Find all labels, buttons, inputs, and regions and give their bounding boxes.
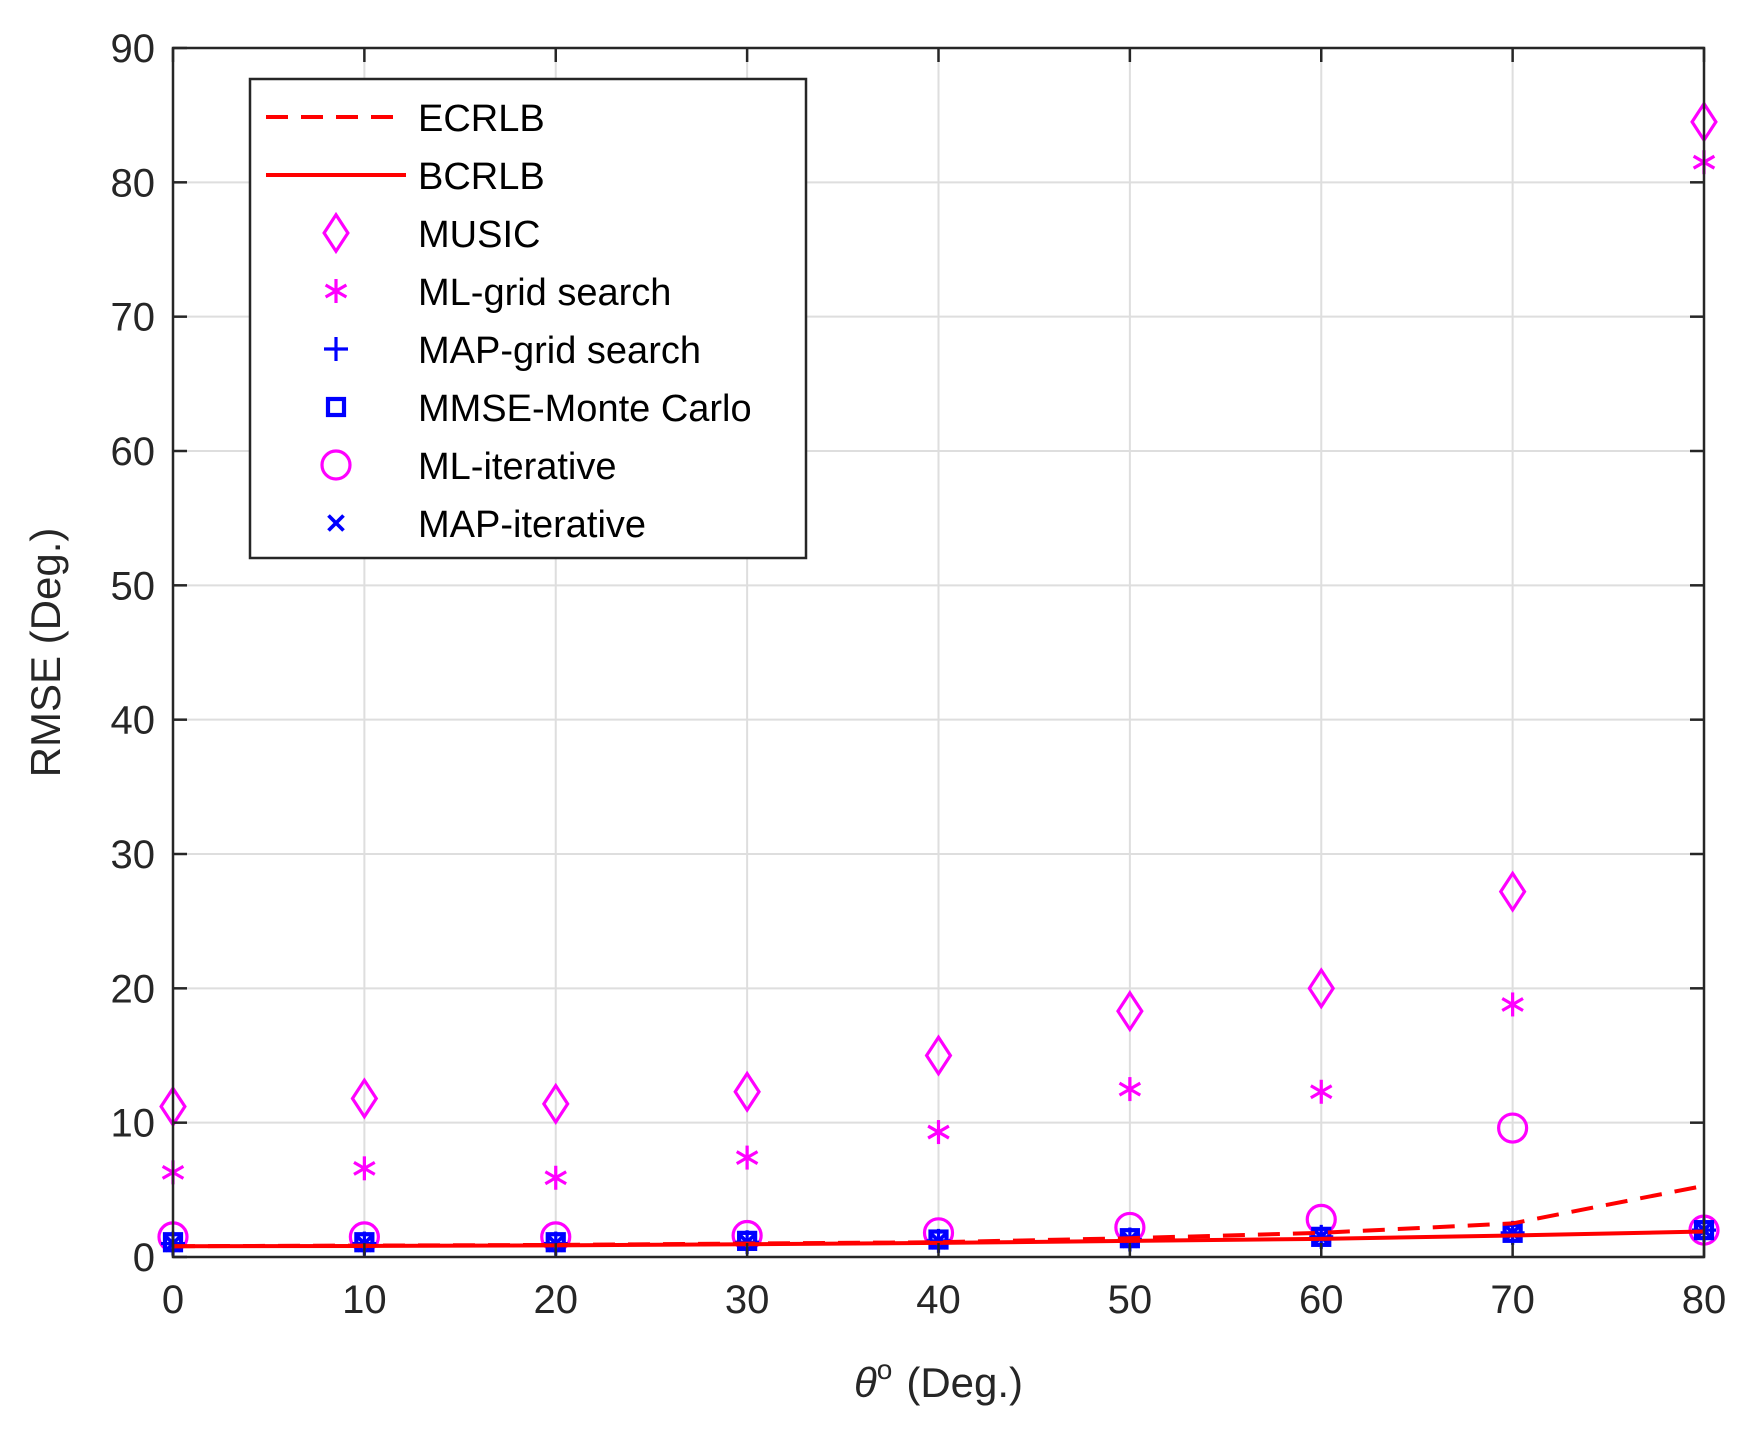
x-axis-label: θo (Deg.) xyxy=(854,1354,1023,1406)
point-ml-grid-search xyxy=(544,1165,567,1190)
legend-marker xyxy=(327,514,345,532)
point-map-iterative xyxy=(1503,1224,1522,1242)
point-music xyxy=(1116,990,1144,1033)
legend-label: ML-iterative xyxy=(418,446,617,488)
y-tick-label: 90 xyxy=(111,27,156,71)
x-tick-label: 70 xyxy=(1490,1278,1535,1322)
y-tick-label: 20 xyxy=(111,967,156,1011)
legend-item-music: MUSIC xyxy=(322,211,540,256)
data-layer xyxy=(157,100,1720,1256)
legend-item-bcrlb: BCRLB xyxy=(266,156,545,198)
y-tick-label: 60 xyxy=(111,430,156,474)
y-tick-label: 0 xyxy=(133,1236,155,1280)
x-tick-label: 20 xyxy=(534,1278,579,1322)
x-tick-label: 10 xyxy=(342,1278,387,1322)
point-music xyxy=(1307,967,1336,1010)
point-ml-grid-search xyxy=(1501,992,1524,1017)
legend-swatch xyxy=(322,211,350,255)
y-axis-label: RMSE (Deg.) xyxy=(22,528,69,778)
point-ml-iterative xyxy=(1497,1112,1529,1144)
point-music xyxy=(1498,870,1527,913)
y-tick-label: 50 xyxy=(111,564,156,608)
legend-item-ml-iterative: ML-iterative xyxy=(320,446,617,488)
x-tick-label: 30 xyxy=(725,1278,770,1322)
legend-swatch xyxy=(324,279,348,303)
legend: ECRLB BCRLB MUSIC ML-grid search MAP-grid se… xyxy=(248,77,808,560)
legend-marker xyxy=(324,337,348,361)
legend-item-ml-grid-search: ML-grid search xyxy=(324,272,671,314)
ticks: 0 10 20 30 40 50 60 70 80 0 10 20 30 40 50 60 70 80 90 xyxy=(111,27,1727,1322)
legend-label: ML-grid search xyxy=(418,272,671,314)
x-axis-superscript: o xyxy=(877,1354,893,1385)
legend-label: MAP-grid search xyxy=(418,330,701,372)
x-axis-symbol: θ xyxy=(854,1359,877,1406)
series-line-bcrlb xyxy=(172,1229,1705,1249)
point-ml-grid-search xyxy=(735,1145,759,1170)
legend-item-map-iterative: MAP-iterative xyxy=(327,504,646,546)
y-tick-label: 10 xyxy=(111,1102,156,1146)
legend-label: MAP-iterative xyxy=(418,504,646,546)
point-map-iterative xyxy=(929,1232,948,1250)
y-tick-label: 40 xyxy=(111,699,156,743)
x-tick-label: 40 xyxy=(916,1278,961,1322)
point-map-iterative xyxy=(1312,1228,1331,1246)
x-tick-label: 50 xyxy=(1108,1278,1153,1322)
legend-item-map-grid-search: MAP-grid search xyxy=(324,330,701,372)
legend-marker xyxy=(320,449,352,481)
legend-label: MUSIC xyxy=(418,214,540,256)
x-axis-unit: (Deg.) xyxy=(906,1359,1023,1406)
point-ml-grid-search xyxy=(1118,1077,1142,1102)
legend-item-ecrlb: ECRLB xyxy=(266,98,545,140)
point-ml-grid-search xyxy=(1310,1079,1333,1104)
legend-marker xyxy=(325,396,347,418)
axis-labels: RMSE (Deg.) θo (Deg.) xyxy=(22,528,1023,1406)
legend-swatch xyxy=(325,396,347,418)
point-music xyxy=(541,1082,570,1125)
legend-marker xyxy=(322,211,350,255)
series-bcrlb xyxy=(172,1229,1705,1249)
y-tick-label: 80 xyxy=(111,161,156,205)
legend-swatch xyxy=(327,514,345,532)
legend-label: ECRLB xyxy=(418,98,545,140)
point-music xyxy=(733,1070,761,1113)
point-music xyxy=(924,1034,953,1077)
legend-swatch xyxy=(324,337,348,361)
point-ml-grid-search xyxy=(927,1120,950,1145)
y-tick-label: 30 xyxy=(111,833,156,877)
legend-item-mmse-monte-carlo: MMSE-Monte Carlo xyxy=(325,388,752,430)
y-tick-label: 70 xyxy=(111,296,156,340)
legend-marker xyxy=(324,279,348,303)
x-tick-label: 0 xyxy=(162,1278,184,1322)
x-tick-label: 60 xyxy=(1299,1278,1344,1322)
legend-swatch xyxy=(320,449,352,481)
point-ml-grid-search xyxy=(353,1156,376,1181)
x-tick-label: 80 xyxy=(1682,1278,1727,1322)
legend-label: BCRLB xyxy=(418,156,545,198)
legend-label: MMSE-Monte Carlo xyxy=(418,388,752,430)
point-music xyxy=(350,1077,379,1120)
